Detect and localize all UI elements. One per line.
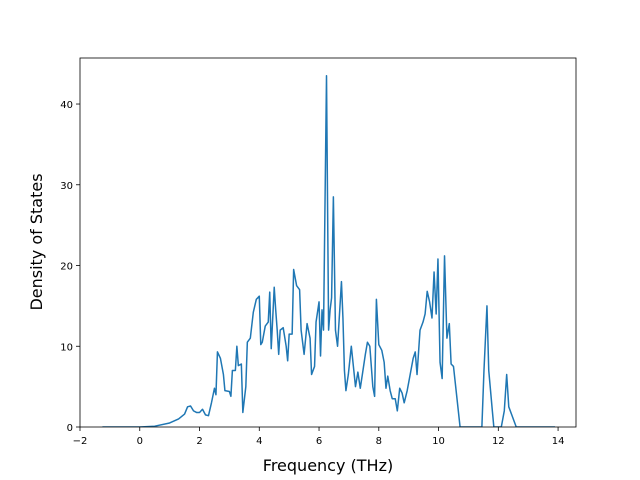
x-tick-label: 10: [432, 436, 445, 447]
plot-frame: [79, 57, 577, 428]
x-tick-label: −2: [73, 436, 88, 447]
x-tick-label: 0: [137, 436, 143, 447]
x-tick-label: 8: [376, 436, 382, 447]
y-tick-label: 40: [60, 100, 73, 111]
y-tick-label: 0: [67, 423, 73, 434]
x-tick-label: 4: [256, 436, 262, 447]
y-tick-label: 10: [60, 342, 73, 353]
x-axis-label: Frequency (THz): [263, 456, 393, 475]
y-axis-label: Density of States: [27, 173, 46, 310]
y-tick-label: 30: [60, 181, 73, 192]
x-tick-label: 12: [492, 436, 505, 447]
line: [102, 75, 556, 427]
y-tick-label: 20: [60, 262, 73, 273]
x-tick-label: 2: [196, 436, 202, 447]
x-tick-label: 6: [316, 436, 322, 447]
x-tick-label: 14: [552, 436, 565, 447]
